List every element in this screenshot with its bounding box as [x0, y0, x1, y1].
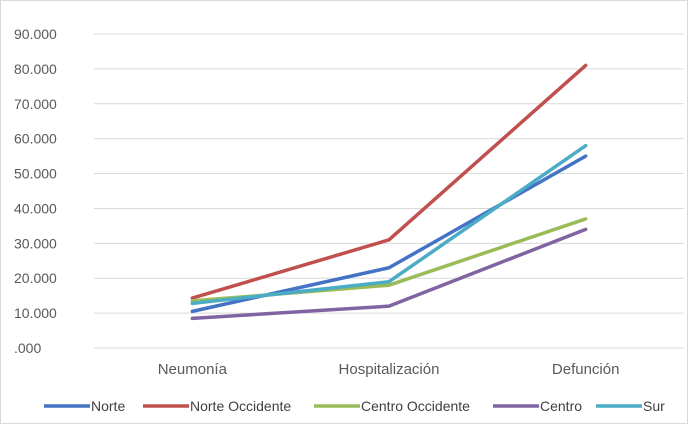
y-tick-label: 90.000 — [14, 26, 57, 42]
legend-label: Centro — [540, 398, 582, 414]
legend-item: Norte Occidente — [143, 398, 291, 414]
legend: Norte Norte Occidente Centro Occidente Cent… — [44, 398, 665, 414]
series-line-centro — [190, 227, 588, 321]
legend-label: Norte Occidente — [190, 398, 291, 414]
y-tick-label: 60.000 — [14, 131, 57, 147]
legend-label: Norte — [91, 398, 125, 414]
x-category-label: Defunción — [552, 361, 620, 378]
y-tick-label: 30.000 — [14, 235, 57, 251]
y-tick-label: 50.000 — [14, 166, 57, 182]
legend-item: Centro — [493, 398, 582, 414]
legend-label: Centro Occidente — [361, 398, 470, 414]
y-tick-label: 80.000 — [14, 61, 57, 77]
series-lines — [190, 63, 588, 321]
legend-item: Norte — [44, 398, 125, 414]
y-axis-tick-labels: .000 10.000 20.000 30.000 40.000 50.000 60.000… — [14, 26, 57, 356]
legend-label: Sur — [643, 398, 665, 414]
series-line-norte — [190, 154, 588, 314]
y-tick-label: .000 — [14, 340, 41, 356]
y-tick-label: 40.000 — [14, 200, 57, 216]
y-tick-label: 10.000 — [14, 305, 57, 321]
legend-item: Sur — [596, 398, 665, 414]
legend-item: Centro Occidente — [314, 398, 470, 414]
x-category-label: Hospitalización — [339, 361, 440, 378]
x-axis-category-labels: Neumonía Hospitalización Defunción — [158, 361, 620, 378]
series-line-centro-occidente — [190, 217, 588, 303]
y-tick-label: 70.000 — [14, 96, 57, 112]
gridlines — [94, 33, 684, 349]
series-line-norte-occidente — [190, 63, 588, 300]
y-tick-label: 20.000 — [14, 270, 57, 286]
x-category-label: Neumonía — [158, 361, 228, 378]
series-line-sur — [190, 143, 588, 306]
